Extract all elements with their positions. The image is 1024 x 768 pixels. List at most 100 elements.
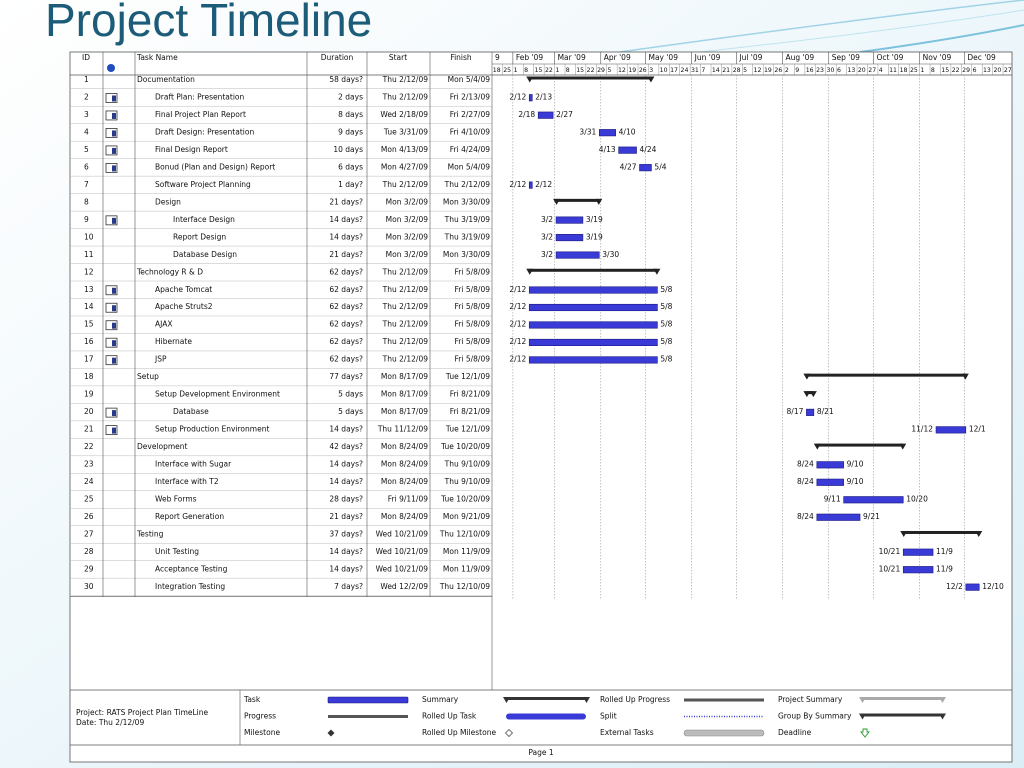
summary-bar — [556, 198, 600, 202]
note-icon-fill — [112, 287, 116, 294]
week-label: 10 — [660, 67, 668, 74]
summary-cap — [900, 530, 908, 537]
duration: 2 days — [338, 92, 363, 101]
row-id: 28 — [84, 547, 94, 556]
row-id: 24 — [84, 477, 94, 486]
note-icon — [105, 337, 118, 348]
task-bar — [965, 583, 980, 591]
week-label: 11 — [889, 67, 897, 74]
start: Mon 3/2/09 — [386, 197, 429, 206]
duration: 62 days? — [329, 355, 363, 364]
start: Mon 4/27/09 — [381, 162, 428, 171]
row-id: 2 — [84, 92, 89, 101]
finish: Thu 9/10/09 — [444, 460, 491, 469]
note-icon-fill — [112, 112, 116, 119]
legend-label: Milestone — [244, 728, 280, 737]
note-icon-fill — [112, 95, 116, 102]
summary-bar — [529, 268, 658, 272]
note-icon-fill — [112, 130, 116, 137]
month-label: Nov '09 — [923, 53, 952, 62]
finish: Fri 8/21/09 — [450, 407, 490, 416]
duration: 14 days? — [329, 460, 363, 469]
start: Thu 2/12/09 — [382, 180, 429, 189]
week-label: 26 — [774, 67, 782, 74]
week-label: 3 — [649, 67, 653, 74]
task-name: Database — [173, 407, 209, 416]
row-id: 4 — [84, 127, 89, 136]
week-label: 8 — [566, 67, 570, 74]
summary-cap — [526, 76, 534, 83]
task-bar — [528, 181, 533, 189]
row-id: 17 — [84, 355, 94, 364]
month-label: 9 — [495, 53, 500, 62]
week-label: 1 — [555, 67, 559, 74]
legend-symbol — [327, 729, 335, 737]
summary-cap — [526, 268, 534, 275]
week-label: 23 — [816, 67, 824, 74]
legend-symbol — [862, 697, 942, 700]
start: Mon 3/2/09 — [386, 250, 429, 259]
row-id: 9 — [84, 215, 89, 224]
note-icon — [105, 320, 118, 331]
task-bar — [902, 548, 934, 556]
legend-label: Rolled Up Progress — [600, 695, 670, 704]
task-bar — [528, 338, 658, 347]
row-id: 19 — [84, 390, 94, 399]
legend-label: External Tasks — [600, 728, 654, 737]
note-icon — [105, 93, 118, 103]
task-name: Design — [155, 197, 181, 206]
finish: Mon 3/30/09 — [443, 250, 490, 259]
finish: Fri 4/10/09 — [450, 127, 490, 136]
task-name: Database Design — [173, 250, 237, 259]
page-footer: Page 1 — [528, 748, 554, 757]
start: Mon 8/24/09 — [381, 512, 428, 521]
note-icon-fill — [112, 165, 116, 172]
summary-cap — [553, 198, 561, 205]
row-id: 7 — [84, 180, 89, 189]
duration: 42 days? — [329, 442, 363, 451]
duration: 62 days? — [329, 302, 363, 311]
bar-start-label: 3/2 — [541, 250, 553, 259]
duration: 37 days? — [329, 529, 363, 538]
bar-start-label: 2/18 — [518, 110, 535, 119]
week-label: 2 — [785, 67, 789, 74]
slide-title: Project Timeline — [45, 0, 372, 46]
legend-symbol — [328, 715, 408, 718]
summary-cap — [647, 76, 655, 83]
task-bar — [843, 496, 904, 504]
week-label: 8 — [524, 67, 528, 74]
row-id: 1 — [84, 75, 89, 84]
bar-start-label: 9/11 — [824, 495, 841, 504]
bar-start-label: 2/12 — [509, 285, 526, 294]
bar-end-label: 3/30 — [602, 250, 619, 259]
task-name: Software Project Planning — [155, 180, 251, 189]
duration: 6 days — [338, 162, 363, 171]
finish: Thu 12/10/09 — [439, 582, 490, 591]
task-name: Final Project Plan Report — [155, 110, 246, 119]
note-icon-fill — [112, 340, 116, 347]
month-label: Oct '09 — [876, 53, 903, 62]
bar-start-label: 2/12 — [509, 355, 526, 364]
note-icon — [105, 215, 118, 226]
legend-label: Split — [600, 712, 617, 721]
week-label: 9 — [795, 67, 799, 74]
note-icon — [105, 425, 118, 436]
task-name: Apache Tomcat — [155, 285, 212, 294]
bar-end-label: 12/10 — [982, 582, 1004, 591]
week-label: 1 — [514, 67, 518, 74]
duration: 14 days? — [329, 547, 363, 556]
bar-end-label: 5/8 — [660, 355, 672, 364]
duration: 5 days — [338, 407, 363, 416]
start: Mon 8/24/09 — [381, 442, 428, 451]
row-id: 20 — [84, 407, 94, 416]
bar-end-label: 8/21 — [817, 407, 834, 416]
finish: Tue 10/20/09 — [440, 442, 490, 451]
start: Wed 2/18/09 — [380, 110, 428, 119]
finish: Thu 2/12/09 — [444, 180, 491, 189]
finish: Mon 5/4/09 — [448, 162, 491, 171]
bar-end-label: 2/27 — [556, 110, 573, 119]
bar-end-label: 3/19 — [586, 215, 603, 224]
duration: 62 days? — [329, 285, 363, 294]
week-label: 25 — [503, 67, 511, 74]
duration: 14 days? — [329, 477, 363, 486]
